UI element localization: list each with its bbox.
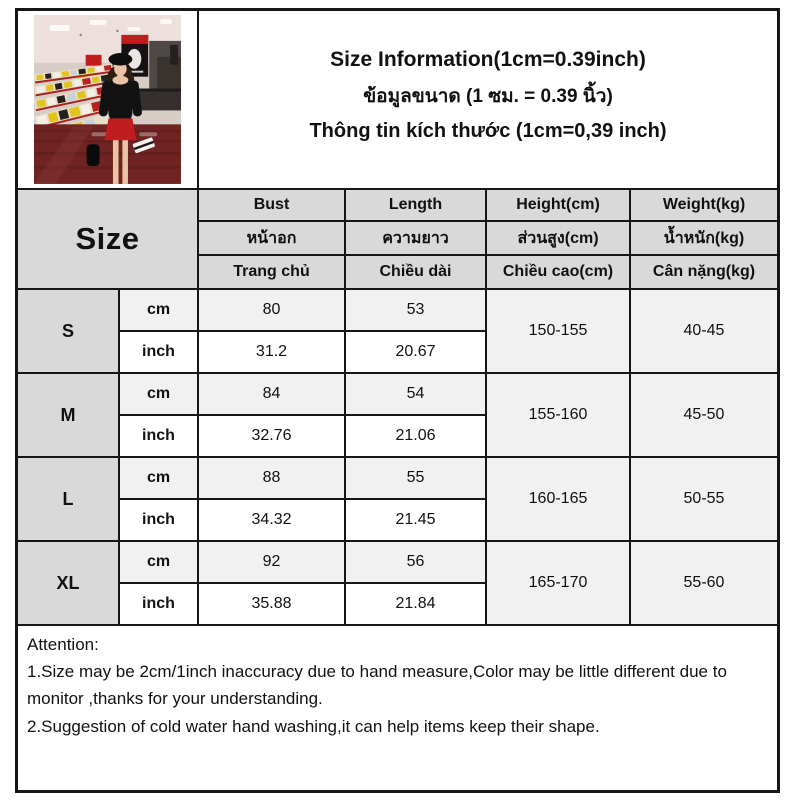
black-top (98, 75, 142, 121)
cell-l-bust-cm: 88 (198, 457, 345, 499)
cell-xl-bust-cm: 92 (198, 541, 345, 583)
unit-label-cm-s: cm (119, 289, 198, 331)
attention-note-1: 1.Size may be 2cm/1inch inaccuracy due t… (27, 662, 727, 709)
white-clutch (132, 137, 155, 154)
cell-xl-length-inch: 21.84 (345, 583, 486, 625)
model-figure (86, 53, 155, 184)
unit-label-inch-l: inch (119, 499, 198, 541)
size-row-xl-label: XL (17, 541, 119, 625)
cell-l-height: 160-165 (486, 457, 630, 541)
cell-l-length-cm: 55 (345, 457, 486, 499)
cell-xl-height: 165-170 (486, 541, 630, 625)
ceiling-lights-icon (49, 19, 173, 37)
black-bag (86, 144, 100, 167)
size-row-l-label: L (17, 457, 119, 541)
size-info-title: Size Information(1cm=0.39inch) ข้อมูลขนา… (198, 10, 778, 189)
cell-s-length-cm: 53 (345, 289, 486, 331)
cell-m-weight: 45-50 (630, 373, 778, 457)
unit-label-inch-xl: inch (119, 583, 198, 625)
col-header-height-vi: Chiều cao(cm) (486, 255, 630, 289)
cell-m-bust-cm: 84 (198, 373, 345, 415)
cell-xl-length-cm: 56 (345, 541, 486, 583)
red-sign (85, 54, 102, 66)
unit-label-inch-m: inch (119, 415, 198, 457)
unit-label-cm-l: cm (119, 457, 198, 499)
store-counter (137, 88, 181, 111)
col-header-length-vi: Chiều dài (345, 255, 486, 289)
size-chart-sheet: Size Information(1cm=0.39inch) ข้อมูลขนา… (15, 8, 780, 793)
red-skirt (104, 118, 137, 141)
black-beret (108, 53, 133, 66)
unit-label-cm-m: cm (119, 373, 198, 415)
col-header-bust-en: Bust (198, 189, 345, 221)
product-photo-cell (17, 10, 198, 189)
cell-m-length-cm: 54 (345, 373, 486, 415)
cell-l-bust-inch: 34.32 (198, 499, 345, 541)
cell-xl-weight: 55-60 (630, 541, 778, 625)
cell-m-bust-inch: 32.76 (198, 415, 345, 457)
cell-s-height: 150-155 (486, 289, 630, 373)
col-header-length-en: Length (345, 189, 486, 221)
cell-s-length-inch: 20.67 (345, 331, 486, 373)
cell-l-weight: 50-55 (630, 457, 778, 541)
attention-title: Attention: (27, 635, 99, 654)
title-thai: ข้อมูลขนาด (1 ซม. = 0.39 นิ้ว) (363, 86, 613, 107)
title-vietnamese: Thông tin kích thước (1cm=0,39 inch) (309, 120, 667, 142)
title-english: Size Information(1cm=0.39inch) (330, 48, 646, 71)
col-header-bust-vi: Trang chủ (198, 255, 345, 289)
col-header-weight-en: Weight(kg) (630, 189, 778, 221)
cell-l-length-inch: 21.45 (345, 499, 486, 541)
col-header-weight-vi: Cân nặng(kg) (630, 255, 778, 289)
col-header-bust-th: หน้าอก (198, 221, 345, 255)
cell-s-bust-inch: 31.2 (198, 331, 345, 373)
cell-xl-bust-inch: 35.88 (198, 583, 345, 625)
col-header-length-th: ความยาว (345, 221, 486, 255)
cell-s-weight: 40-45 (630, 289, 778, 373)
distant-figure (170, 44, 179, 65)
col-header-weight-th: น้ำหนัก(kg) (630, 221, 778, 255)
col-header-height-en: Height(cm) (486, 189, 630, 221)
size-column-header: Size (17, 189, 198, 289)
counter-top (137, 88, 181, 92)
attention-note-2: 2.Suggestion of cold water hand washing,… (27, 716, 600, 736)
cell-m-length-inch: 21.06 (345, 415, 486, 457)
size-row-m-label: M (17, 373, 119, 457)
size-row-s-label: S (17, 289, 119, 373)
unit-label-cm-xl: cm (119, 541, 198, 583)
cell-m-height: 155-160 (486, 373, 630, 457)
cell-s-bust-cm: 80 (198, 289, 345, 331)
model-leg-right (122, 140, 128, 184)
product-photo (34, 15, 181, 184)
unit-label-inch-s: inch (119, 331, 198, 373)
col-header-height-th: ส่วนสูง(cm) (486, 221, 630, 255)
attention-notes: Attention: 1.Size may be 2cm/1inch inacc… (17, 625, 778, 791)
model-leg-left (112, 140, 119, 184)
